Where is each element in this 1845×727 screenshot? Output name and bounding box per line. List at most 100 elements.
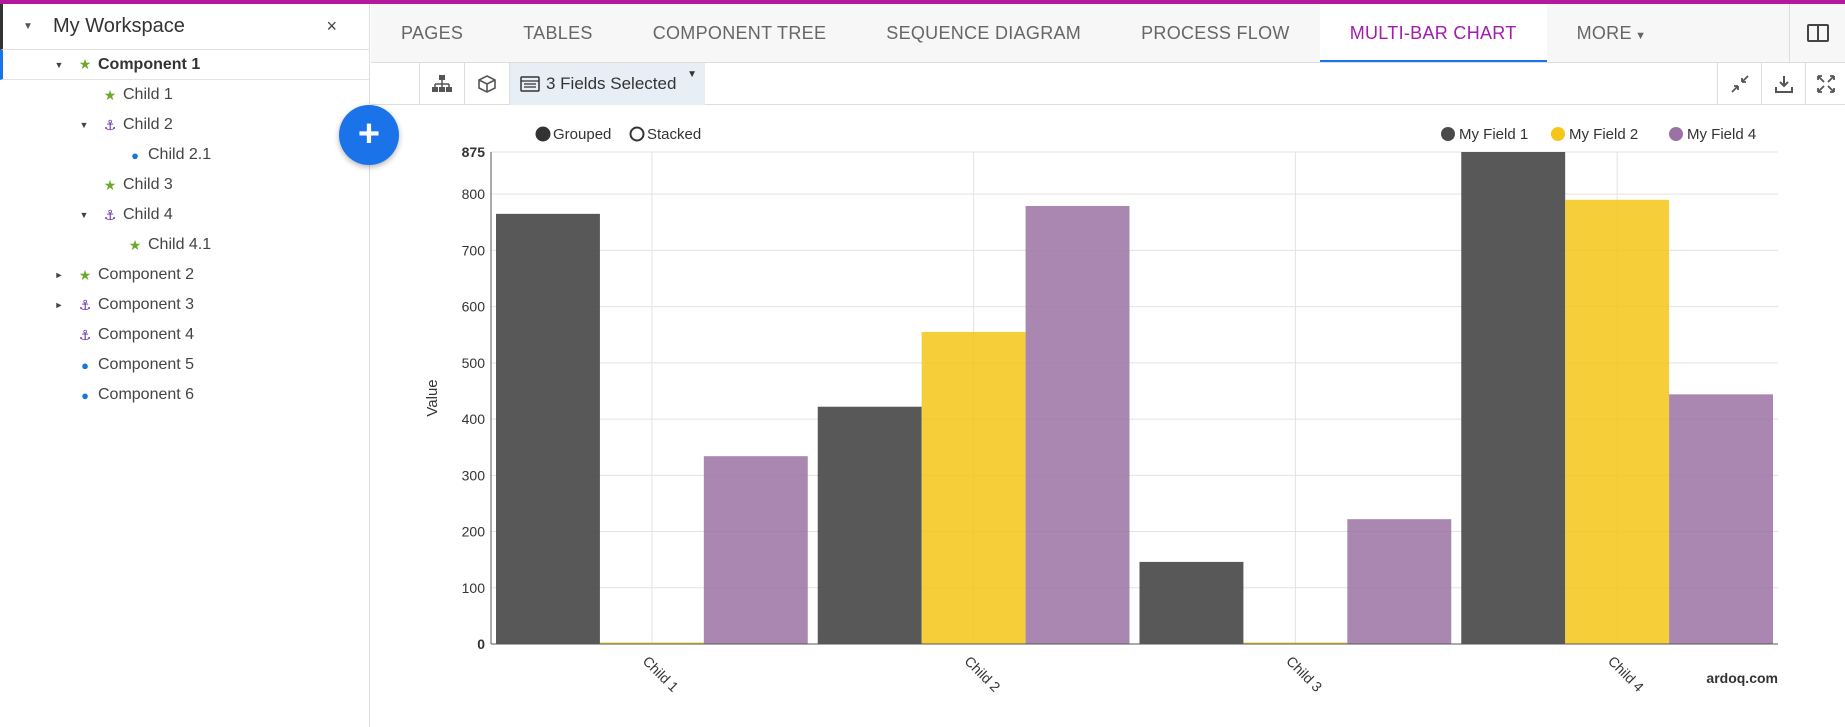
y-tick-label: 700 <box>462 242 486 258</box>
download-button[interactable] <box>1761 63 1805 105</box>
bar-my-field-4-child-3[interactable] <box>1347 519 1452 644</box>
tab-multi-bar-chart[interactable]: MULTI-BAR CHART <box>1319 4 1547 62</box>
anchor-icon: ⚓ <box>103 116 117 133</box>
apple-icon: ● <box>81 387 89 403</box>
tree-node[interactable]: ⚓ Component 4 <box>0 320 369 350</box>
tree-node[interactable]: ● Component 6 <box>0 380 369 410</box>
tree-node-label: Child 2.1 <box>148 146 212 163</box>
add-component-button[interactable]: + <box>339 105 399 165</box>
bar-my-field-2-child-2[interactable] <box>921 331 1026 644</box>
apple-icon: ● <box>81 357 89 373</box>
tree-node-label: Component 3 <box>98 296 195 313</box>
watermark-text: ardoq.com <box>1706 670 1778 686</box>
legend-label[interactable]: My Field 4 <box>1687 126 1756 143</box>
chevron-right-icon[interactable]: ► <box>54 270 64 280</box>
tab-more[interactable]: MORE ▼ <box>1547 4 1677 62</box>
multi-bar-chart: 0 100 200 300 400 500 600 700 800 875 Child 1 Child… <box>424 126 1778 695</box>
tab-component-tree[interactable]: COMPONENT TREE <box>623 4 857 62</box>
bar-my-field-2-child-3[interactable] <box>1243 642 1348 645</box>
tree-node[interactable]: ★ Child 4.1 <box>0 230 369 260</box>
bar-my-field-4-child-4[interactable] <box>1669 394 1773 644</box>
tab-label: TABLES <box>523 23 593 43</box>
hierarchy-icon <box>432 75 452 92</box>
bar-my-field-1-child-2[interactable] <box>817 406 922 644</box>
tree-node-label: Component 6 <box>98 386 195 403</box>
tree-node-label: Component 2 <box>98 266 195 283</box>
tree-node-label: Component 5 <box>98 356 195 373</box>
y-tick-label: 600 <box>462 299 486 315</box>
tree-node[interactable]: ● Child 2.1 <box>0 140 369 170</box>
tree-node-label: Component 4 <box>98 326 195 343</box>
anchor-icon: ⚓ <box>78 326 92 343</box>
legend-label[interactable]: My Field 2 <box>1569 126 1638 143</box>
tree-node[interactable]: ★ Child 1 <box>0 80 369 110</box>
bar-my-field-1-child-1[interactable] <box>496 213 600 644</box>
tab-process-flow[interactable]: PROCESS FLOW <box>1111 4 1320 62</box>
caret-down-icon: ▼ <box>687 69 697 80</box>
mode-label-stacked[interactable]: Stacked <box>647 126 701 143</box>
sidebar: ▼ My Workspace × ▼ ★ Component 1 ★ Child 1 ▼ ⚓… <box>0 4 370 727</box>
tree-node[interactable]: ▼ ★ Component 1 <box>0 50 369 80</box>
bar-my-field-1-child-3[interactable] <box>1139 561 1244 644</box>
legend-swatch[interactable] <box>1669 127 1683 141</box>
y-axis-label: Value <box>424 379 441 416</box>
cube-button[interactable] <box>464 63 509 105</box>
tree-node[interactable]: ► ⚓ Component 3 <box>0 290 369 320</box>
chevron-down-icon[interactable]: ▼ <box>79 210 89 220</box>
y-tick-label: 0 <box>477 636 485 652</box>
caret-down-icon: ▼ <box>1631 30 1647 42</box>
mode-radio-stacked[interactable] <box>629 126 645 142</box>
tree-node-label: Child 1 <box>123 86 173 103</box>
expand-button[interactable] <box>1805 63 1845 105</box>
bar-my-field-4-child-2[interactable] <box>1025 205 1130 644</box>
tree-node[interactable]: ▼ ⚓ Child 4 <box>0 200 369 230</box>
component-tree: ▼ ★ Component 1 ★ Child 1 ▼ ⚓ Child 2 ● Child 2.1… <box>0 50 369 410</box>
y-tick-label: 300 <box>462 467 486 483</box>
workspace-title: My Workspace <box>53 15 185 37</box>
legend-swatch[interactable] <box>1441 127 1455 141</box>
tab-sequence-diagram[interactable]: SEQUENCE DIAGRAM <box>856 4 1111 62</box>
chart-toolbar: 3 Fields Selected ▼ <box>371 63 1845 105</box>
list-icon <box>520 76 540 92</box>
star-icon: ★ <box>103 86 117 103</box>
y-tick-label: 875 <box>462 144 486 160</box>
y-tick-label: 800 <box>462 186 486 202</box>
chevron-right-icon[interactable]: ► <box>54 300 64 310</box>
bar-my-field-2-child-1[interactable] <box>599 642 704 645</box>
y-tick-label: 200 <box>462 524 486 540</box>
star-icon: ★ <box>78 56 92 72</box>
tree-node[interactable]: ★ Child 3 <box>0 170 369 200</box>
mode-label-grouped[interactable]: Grouped <box>553 126 611 143</box>
collapse-icon <box>1730 75 1749 93</box>
tree-node-label: Child 3 <box>123 176 173 193</box>
tree-node-label: Child 4.1 <box>148 236 212 253</box>
tree-node[interactable]: ► ★ Component 2 <box>0 260 369 290</box>
legend-label[interactable]: My Field 1 <box>1459 126 1528 143</box>
toggle-panel-button[interactable] <box>1789 4 1845 62</box>
bar-my-field-1-child-4[interactable] <box>1461 152 1566 644</box>
hierarchy-button[interactable] <box>419 63 464 105</box>
close-icon[interactable]: × <box>326 16 337 36</box>
tab-label: PAGES <box>401 23 464 43</box>
tab-tables[interactable]: TABLES <box>493 4 623 62</box>
mode-radio-grouped[interactable] <box>535 126 551 142</box>
fields-selector[interactable]: 3 Fields Selected ▼ <box>509 63 705 105</box>
star-icon: ★ <box>128 236 142 253</box>
x-tick-label: Child 3 <box>1283 653 1325 695</box>
star-icon: ★ <box>78 266 92 283</box>
tab-pages[interactable]: PAGES <box>371 4 493 62</box>
bar-my-field-2-child-4[interactable] <box>1565 199 1670 644</box>
tree-node[interactable]: ▼ ⚓ Child 2 <box>0 110 369 140</box>
anchor-icon: ⚓ <box>78 296 92 313</box>
tree-node[interactable]: ● Component 5 <box>0 350 369 380</box>
workspace-header[interactable]: ▼ My Workspace × <box>0 4 369 50</box>
bar-my-field-4-child-1[interactable] <box>703 456 808 644</box>
chevron-down-icon[interactable]: ▼ <box>23 21 33 32</box>
side-panel-icon <box>1806 24 1829 42</box>
legend-swatch[interactable] <box>1551 127 1565 141</box>
chevron-down-icon[interactable]: ▼ <box>79 120 89 130</box>
anchor-icon: ⚓ <box>103 206 117 223</box>
chevron-down-icon[interactable]: ▼ <box>54 59 64 70</box>
collapse-button[interactable] <box>1717 63 1761 105</box>
fields-selector-label: 3 Fields Selected <box>546 74 677 93</box>
